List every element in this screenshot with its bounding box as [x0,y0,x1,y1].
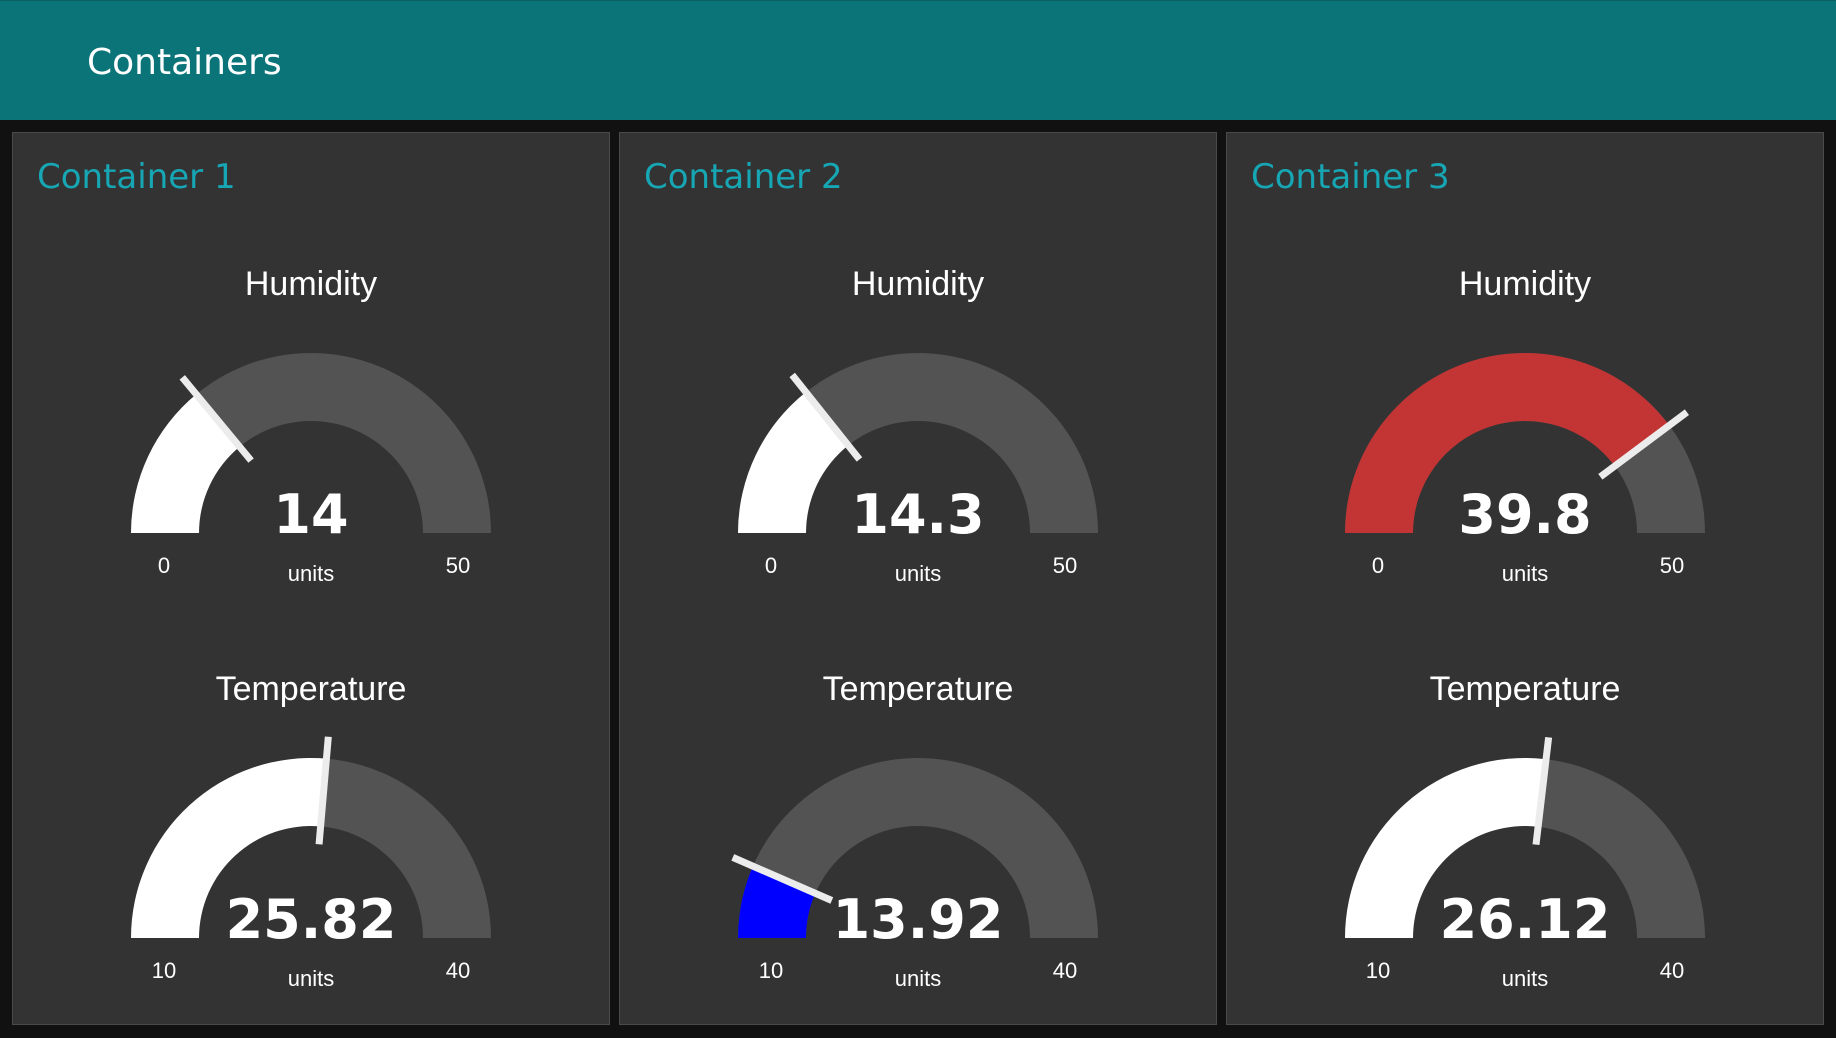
container-title: Container 1 [37,157,236,197]
container-panel: Container 1 Humidity 14 units 0 50 Tempe… [12,132,610,1025]
gauge-value: 25.82 [226,888,397,951]
gauge-needle [1532,736,1553,846]
gauge-value: 26.12 [1440,888,1611,951]
gauge-label: Humidity [852,265,984,303]
gauge-value: 13.92 [833,888,1004,951]
gauge-label: Humidity [1459,265,1591,303]
gauge-label: Humidity [245,265,377,303]
gauge-needle [315,736,332,845]
gauge-track [131,353,491,533]
gauge-label: Temperature [1430,670,1621,708]
gauge-min-label: 10 [759,958,783,983]
page-title: Containers [87,42,282,83]
temperature-gauge: Temperature 13.92 units 10 40 [731,670,1098,991]
gauge-units: units [895,966,941,991]
gauge-value-arc [131,394,240,533]
gauge-min-label: 0 [765,553,777,578]
gauge-max-label: 50 [446,553,470,578]
gauge-max-label: 40 [1660,958,1684,983]
gauge-value-arc [1345,352,1670,533]
gauge-max-label: 50 [1660,553,1684,578]
gauge-value: 39.8 [1458,483,1591,546]
gauge-value: 14 [273,483,348,546]
gauge-min-label: 0 [1372,553,1384,578]
temperature-gauge: Temperature 26.12 units 10 40 [1345,670,1705,991]
gauge-needle [789,372,863,462]
container-title: Container 3 [1251,157,1450,197]
gauge-units: units [1502,966,1548,991]
top-app-bar: Containers [0,0,1836,120]
gauge-needle [731,854,834,904]
gauge-value-arc [1345,758,1547,938]
container-title: Container 2 [644,157,843,197]
gauge-value-arc [738,866,816,938]
humidity-gauge: Humidity 39.8 units 0 50 [1345,265,1705,586]
gauge-min-label: 0 [158,553,170,578]
humidity-gauge: Humidity 14 units 0 50 [131,265,491,586]
gauge-label: Temperature [216,670,407,708]
gauge-max-label: 50 [1053,553,1077,578]
gauge-label: Temperature [823,670,1014,708]
gauge-units: units [895,561,941,586]
gauge-units: units [288,966,334,991]
container-panel: Container 2 Humidity 14.3 units 0 50 Tem… [619,132,1217,1025]
gauge-value-arc [131,758,327,938]
gauge-track [738,353,1098,533]
gauge-max-label: 40 [1053,958,1077,983]
gauge-value: 14.3 [851,483,984,546]
gauge-units: units [288,561,334,586]
gauge-track [738,758,1098,938]
humidity-gauge: Humidity 14.3 units 0 50 [738,265,1098,586]
gauge-min-label: 10 [1366,958,1390,983]
gauge-value-arc [738,392,849,533]
temperature-gauge: Temperature 25.82 units 10 40 [131,670,491,991]
gauge-needle [1598,409,1690,480]
gauge-units: units [1502,561,1548,586]
container-panel: Container 3 Humidity 39.8 units 0 50 Tem… [1226,132,1824,1025]
gauge-max-label: 40 [446,958,470,983]
gauge-min-label: 10 [152,958,176,983]
gauge-needle [179,375,254,463]
